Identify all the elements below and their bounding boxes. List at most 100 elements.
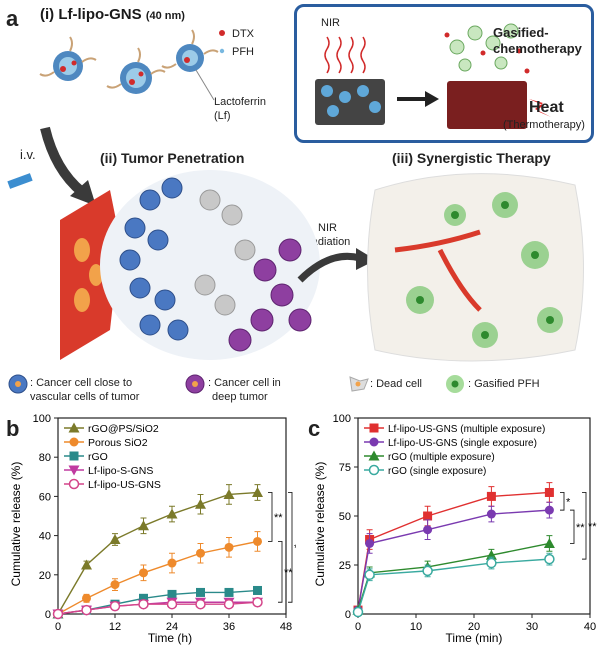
c-significance-bracket: ** <box>570 509 585 544</box>
b-legend-entry: Lf-lipo-S-GNS <box>64 465 153 477</box>
iv-arrow <box>7 126 96 206</box>
b-series-1 <box>53 531 262 619</box>
b-x-tick-label: 0 <box>55 621 61 633</box>
b-data-point <box>223 488 235 499</box>
panel-a-illustration <box>7 29 584 362</box>
b-legend-entry: rGO@PS/SiO2 <box>64 422 159 435</box>
b-legend-marker <box>68 465 80 476</box>
b-data-point <box>109 600 121 612</box>
b-y-tick-label: 40 <box>39 531 51 543</box>
panel-a-letter: a <box>6 6 19 31</box>
b-data-point <box>252 596 263 608</box>
b-legend-entry: rGO <box>64 451 108 463</box>
box-thermotherapy: (Thermotherapy) <box>503 119 585 131</box>
c-data-point <box>486 557 497 569</box>
legend-dtx: DTX <box>232 28 254 40</box>
b-ylabel: Cumulative release (%) <box>9 462 23 587</box>
c-data-point <box>486 491 496 501</box>
c-significance-label: ** <box>588 521 597 533</box>
b-significance-bracket: ** <box>278 541 293 603</box>
b-data-point <box>81 604 92 616</box>
c-x-tick-label: 30 <box>526 621 538 633</box>
b-data-point <box>138 520 149 531</box>
box-gasified-1: Gasified- <box>493 25 549 40</box>
b-data-point <box>166 508 178 519</box>
b-data-point <box>196 587 205 597</box>
b-data-point <box>166 598 178 610</box>
c-legend-label: Lf-lipo-US-GNS (single exposure) <box>388 438 537 449</box>
c-legend-marker <box>368 450 380 461</box>
c-legend-entry: rGO (single exposure) <box>364 464 486 477</box>
b-y-tick-label: 100 <box>33 413 51 425</box>
box-heat: Heat <box>529 99 564 116</box>
b-data-point <box>253 585 262 595</box>
b-significance-label: ** <box>294 542 296 554</box>
lactoferrin-abbr: (Lf) <box>214 110 231 122</box>
b-data-point <box>52 608 64 620</box>
key-deep-2: deep tumor <box>212 391 268 403</box>
b-legend-label: Lf-lipo-S-GNS <box>88 465 153 477</box>
panel-c-letter: c <box>308 416 321 441</box>
c-significance-label: * <box>566 496 571 508</box>
key-close-2: vascular cells of tumor <box>30 391 140 403</box>
nanoparticle-name: (i) Lf-lipo-GNS <box>40 6 142 23</box>
b-data-point <box>253 536 262 546</box>
b-data-point <box>167 558 177 568</box>
c-legend-marker <box>369 423 379 433</box>
b-x-tick-label: 48 <box>280 621 292 633</box>
cell-key-icons <box>8 374 464 394</box>
b-legend-marker <box>69 451 79 461</box>
b-significance-bracket: ** <box>288 492 296 603</box>
c-series-line <box>357 509 550 611</box>
b-data-point <box>223 598 235 610</box>
b-legend-label: rGO@PS/SiO2 <box>88 423 159 435</box>
panel-b-letter: b <box>6 416 20 441</box>
b-data-point <box>196 548 205 558</box>
tumor-tissue-penetration <box>100 170 320 360</box>
b-x-tick-label: 36 <box>223 621 235 633</box>
b-legend-label: Porous SiO2 <box>88 437 148 449</box>
c-significance-label: ** <box>576 522 585 534</box>
c-series-2 <box>352 535 555 615</box>
c-data-point <box>364 569 375 581</box>
nanoparticle-size: (40 nm) <box>145 10 185 22</box>
c-data-point <box>544 487 554 497</box>
c-legend-label: rGO (single exposure) <box>388 466 486 477</box>
box-illustration <box>315 23 551 129</box>
b-data-point <box>195 498 206 509</box>
b-legend-entry: Porous SiO2 <box>64 437 148 449</box>
legend-pfh: PFH <box>232 46 254 58</box>
synergistic-therapy-title: (iii) Synergistic Therapy <box>392 150 551 166</box>
c-series-line <box>357 542 550 611</box>
c-legend-entry: Lf-lipo-US-GNS (single exposure) <box>364 437 537 449</box>
b-legend-marker <box>68 422 80 433</box>
c-x-tick-label: 10 <box>410 621 422 633</box>
b-y-tick-label: 80 <box>39 452 51 464</box>
b-data-point <box>82 593 91 603</box>
c-y-tick-label: 100 <box>333 413 351 425</box>
b-x-tick-label: 24 <box>166 621 178 633</box>
b-legend-label: rGO <box>88 451 108 463</box>
c-series-1 <box>353 501 554 615</box>
b-y-tick-label: 20 <box>39 570 51 582</box>
nanoparticle-cluster <box>39 29 225 101</box>
nir-arrow <box>297 248 376 283</box>
c-x-tick-label: 0 <box>355 621 361 633</box>
c-legend-label: rGO (multiple exposure) <box>388 452 495 463</box>
c-y-tick-label: 25 <box>339 560 351 572</box>
c-x-tick-label: 20 <box>468 621 480 633</box>
c-data-point <box>544 553 555 565</box>
box-gasified-2: chemotherapy <box>493 41 582 56</box>
tumor-tissue-therapy <box>367 173 584 362</box>
b-legend-entry: Lf-lipo-US-GNS <box>64 478 161 491</box>
b-data-point <box>109 534 121 545</box>
b-data-point <box>110 580 120 590</box>
b-legend-label: Lf-lipo-US-GNS <box>88 479 161 491</box>
key-close-1: : Cancer cell close to <box>30 377 133 389</box>
b-data-point <box>195 598 206 610</box>
c-xlabel: Time (min) <box>446 631 503 645</box>
b-series-line <box>57 491 258 615</box>
b-data-point <box>139 593 148 603</box>
lactoferrin-label: Lactoferrin <box>214 96 266 108</box>
